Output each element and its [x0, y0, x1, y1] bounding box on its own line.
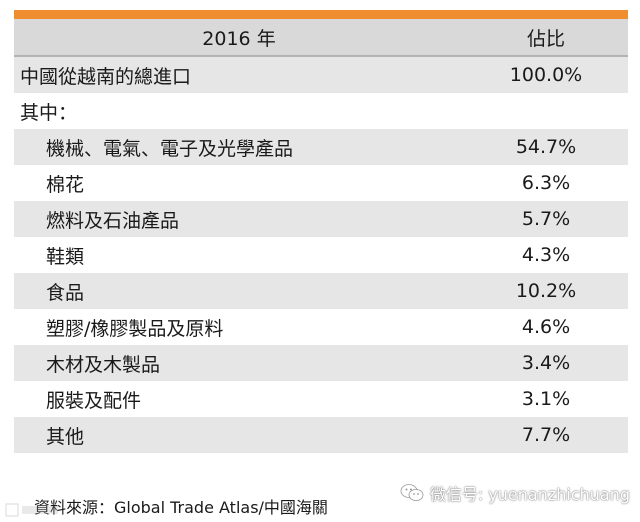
row-value: 3.4%	[464, 345, 628, 381]
header-year: 2016 年	[14, 19, 464, 57]
table-header-row: 2016 年 佔比	[14, 19, 628, 57]
row-value: 6.3%	[464, 165, 628, 201]
row-value: 54.7%	[464, 129, 628, 165]
row-value: 5.7%	[464, 201, 628, 237]
table-row: 塑膠/橡膠製品及原料 4.6%	[14, 309, 628, 345]
table-row: 其他 7.7%	[14, 417, 628, 453]
row-value: 10.2%	[464, 273, 628, 309]
corner-watermark-icon	[5, 503, 58, 517]
row-label: 機械、電氣、電子及光學產品	[14, 129, 464, 165]
row-label: 食品	[14, 273, 464, 309]
row-label: 服裝及配件	[14, 381, 464, 417]
accent-bar	[14, 10, 628, 19]
import-share-table: 2016 年 佔比 中國從越南的總進口 100.0% 其中： 機械、電氣、電子及…	[14, 19, 628, 453]
row-value: 100.0%	[464, 56, 628, 93]
row-label: 塑膠/橡膠製品及原料	[14, 309, 464, 345]
table-row-total: 中國從越南的總進口 100.0%	[14, 56, 628, 93]
row-label: 中國從越南的總進口	[14, 56, 464, 93]
header-share: 佔比	[464, 19, 628, 57]
watermark: 微信号: yuenanzhichuang	[400, 481, 630, 505]
table-row: 燃料及石油產品 5.7%	[14, 201, 628, 237]
row-value: 3.1%	[464, 381, 628, 417]
row-label: 棉花	[14, 165, 464, 201]
wechat-icon	[400, 484, 424, 501]
row-label: 其他	[14, 417, 464, 453]
table-row: 鞋類 4.3%	[14, 237, 628, 273]
table-row: 服裝及配件 3.1%	[14, 381, 628, 417]
row-value: 4.6%	[464, 309, 628, 345]
table-row: 木材及木製品 3.4%	[14, 345, 628, 381]
source-note: 資料來源：Global Trade Atlas/中國海關	[34, 498, 328, 517]
row-label: 木材及木製品	[14, 345, 464, 381]
watermark-text: 微信号: yuenanzhichuang	[429, 485, 630, 504]
row-value: 7.7%	[464, 417, 628, 453]
table-row-of-which: 其中：	[14, 93, 628, 129]
table-row: 機械、電氣、電子及光學產品 54.7%	[14, 129, 628, 165]
table-row: 棉花 6.3%	[14, 165, 628, 201]
row-value	[464, 93, 628, 129]
row-label: 燃料及石油產品	[14, 201, 464, 237]
table-row: 食品 10.2%	[14, 273, 628, 309]
row-label: 鞋類	[14, 237, 464, 273]
row-value: 4.3%	[464, 237, 628, 273]
row-label: 其中：	[14, 93, 464, 129]
